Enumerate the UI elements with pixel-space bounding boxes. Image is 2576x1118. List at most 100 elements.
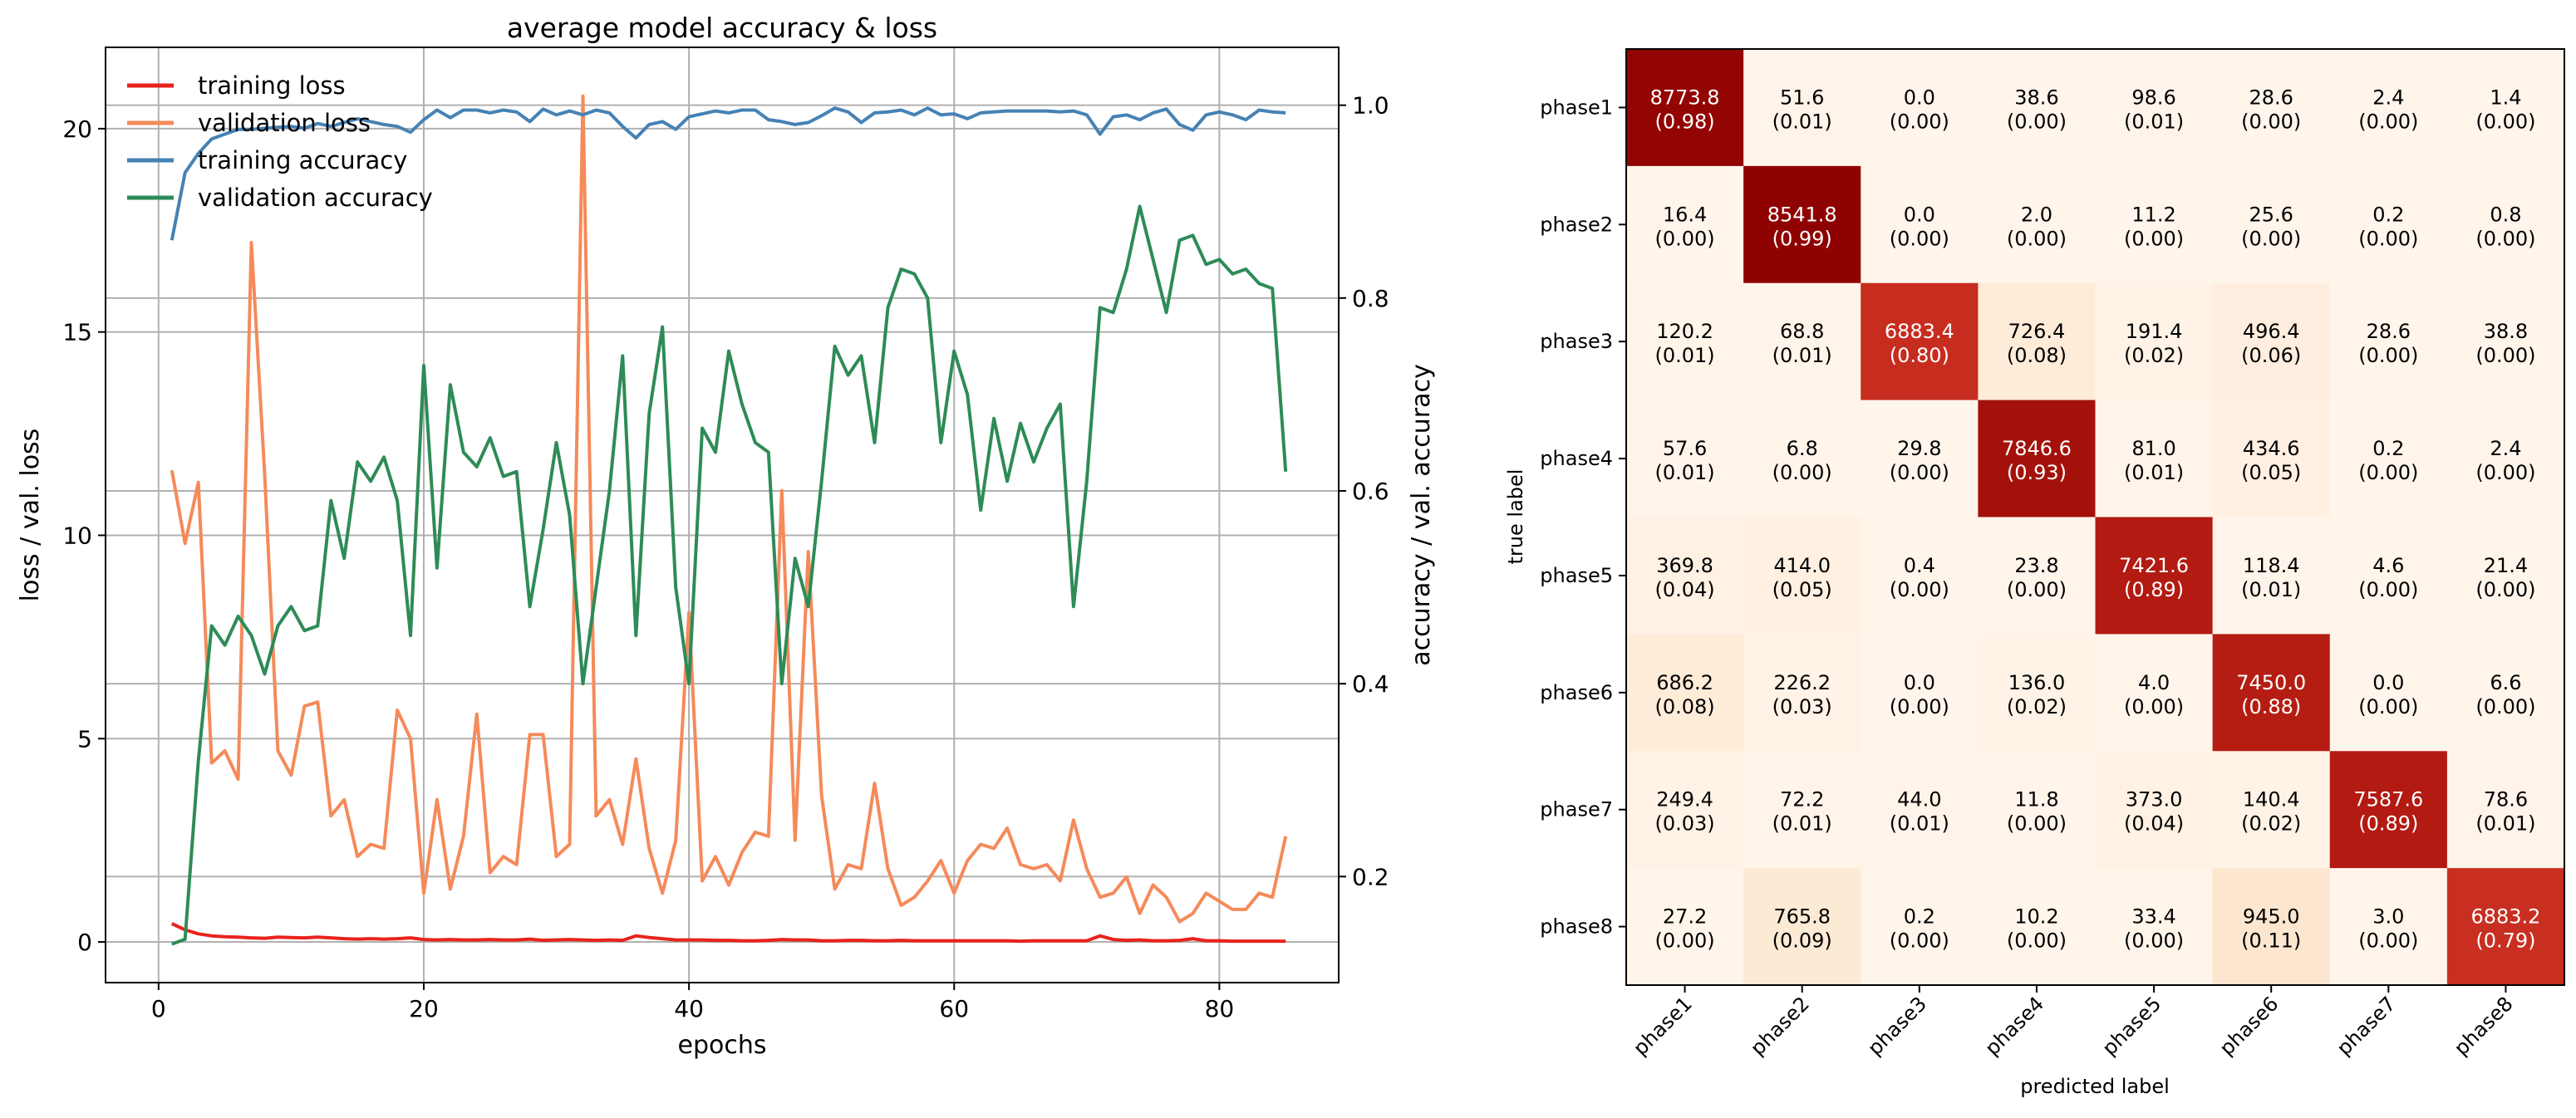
matrix-cell <box>2446 868 2565 986</box>
matrix-cell <box>2446 49 2565 167</box>
row-label: phase6 <box>1540 681 1613 704</box>
cell-count: 16.4 <box>1663 203 1707 226</box>
cell-fraction: (0.00) <box>1890 578 1949 601</box>
matrix-cell <box>2212 517 2331 635</box>
cell-count: 29.8 <box>1897 437 1941 460</box>
series-lines <box>170 94 1288 946</box>
matrix-cell <box>1978 868 2096 986</box>
cell-count: 414.0 <box>1773 554 1831 577</box>
cell-count: 57.6 <box>1663 437 1707 460</box>
cell-count: 6.6 <box>2490 671 2521 694</box>
cell-fraction: (0.02) <box>2007 695 2067 718</box>
x-tick-label: 60 <box>939 995 969 1022</box>
y-right-tick-label: 1.0 <box>1352 92 1389 120</box>
cell-count: 7450.0 <box>2236 671 2306 694</box>
matrix-cell <box>2095 751 2214 869</box>
cell-count: 369.8 <box>1656 554 1713 577</box>
matrix-cell <box>1978 517 2096 635</box>
cell-fraction: (0.89) <box>2358 812 2418 836</box>
cell-fraction: (0.98) <box>1654 110 1714 133</box>
cell-fraction: (0.00) <box>2358 344 2418 367</box>
matrix-cell <box>1978 165 2096 284</box>
cell-fraction: (0.00) <box>2007 929 2067 953</box>
cell-count: 0.2 <box>1904 905 1935 929</box>
matrix-cell <box>2446 400 2565 517</box>
matrix-cell <box>1978 400 2096 517</box>
cell-count: 0.2 <box>2372 437 2404 460</box>
cell-fraction: (0.00) <box>2124 227 2184 250</box>
cell-fraction: (0.05) <box>2241 461 2301 484</box>
cell-count: 140.4 <box>2243 788 2300 812</box>
matrix-cell <box>1626 165 1744 284</box>
x-tick-label: 40 <box>674 995 704 1022</box>
matrix-cell <box>1743 634 1861 752</box>
column-labels: phase1 phase2 phase3 phase4 phase5 phase6 phas… <box>1629 985 2518 1060</box>
cell-fraction: (0.00) <box>2007 812 2067 836</box>
matrix-cell <box>2095 49 2214 167</box>
y-left-tick-label: 10 <box>62 522 92 549</box>
matrix-cell <box>2212 400 2331 517</box>
cell-count: 38.8 <box>2484 320 2528 343</box>
cell-fraction: (0.01) <box>2124 110 2184 133</box>
cell-count: 38.6 <box>2014 86 2058 109</box>
matrix-cell <box>2446 634 2565 752</box>
matrix-cell <box>1743 49 1861 167</box>
series-line-training-loss <box>170 922 1286 944</box>
y-axis-right-ticks: 0.2 0.4 0.6 0.8 1.0 <box>1339 92 1389 890</box>
cell-count: 7421.6 <box>2119 554 2189 577</box>
matrix-cell <box>1743 517 1861 635</box>
cell-count: 28.6 <box>2367 320 2411 343</box>
series-line-training-accuracy <box>170 106 1286 241</box>
series-line-validation-accuracy <box>171 204 1288 946</box>
cell-count: 136.0 <box>2008 671 2066 694</box>
cell-fraction: (0.08) <box>2007 344 2067 367</box>
cell-count: 249.4 <box>1656 788 1713 812</box>
y-axis-right-label: accuracy / val. accuracy <box>1407 364 1436 665</box>
cell-count: 0.0 <box>1904 203 1935 226</box>
cell-fraction: (0.00) <box>1890 929 1949 953</box>
y-axis-left-label: loss / val. loss <box>16 429 45 602</box>
cell-count: 11.8 <box>2014 788 2058 812</box>
cell-fraction: (0.01) <box>1654 461 1714 484</box>
matrix-cell <box>2446 517 2565 635</box>
column-label: phase2 <box>1746 992 1814 1060</box>
series-line-validation-loss <box>170 94 1288 924</box>
column-label: phase8 <box>2450 992 2518 1060</box>
cell-count: 8541.8 <box>1767 203 1837 226</box>
matrix-cell <box>1626 517 1744 635</box>
cell-fraction: (0.00) <box>2475 110 2535 133</box>
y-right-tick-label: 0.2 <box>1352 863 1389 890</box>
y-right-tick-label: 0.6 <box>1352 478 1389 505</box>
row-label: phase5 <box>1540 564 1613 587</box>
legend: training loss validation loss training acc… <box>127 71 433 212</box>
matrix-cell <box>1626 282 1744 401</box>
cell-count: 2.0 <box>2021 203 2052 226</box>
matrix-cell <box>2329 517 2448 635</box>
matrix-cell <box>2329 282 2448 401</box>
column-label: phase7 <box>2333 992 2401 1060</box>
row-labels: phase1 phase2 phase3 phase4 phase5 phase6 phas… <box>1540 96 1626 939</box>
legend-label: training accuracy <box>198 146 407 174</box>
matrix-cell <box>2212 282 2331 401</box>
cell-count: 78.6 <box>2484 788 2528 812</box>
matrix-cell <box>1861 868 1979 986</box>
cell-fraction: (0.05) <box>1772 578 1832 601</box>
cell-fraction: (0.00) <box>1890 227 1949 250</box>
row-label: phase7 <box>1540 798 1613 821</box>
cell-count: 4.0 <box>2138 671 2170 694</box>
cell-fraction: (0.01) <box>1772 812 1832 836</box>
cell-fraction: (0.93) <box>2007 461 2067 484</box>
cell-count: 0.8 <box>2490 203 2521 226</box>
matrix-cell <box>2212 634 2331 752</box>
matrix-cell <box>1861 751 1979 869</box>
cell-fraction: (0.88) <box>2241 695 2301 718</box>
cell-fraction: (0.80) <box>1890 344 1949 367</box>
cell-count: 434.6 <box>2243 437 2300 460</box>
line-chart: average model accuracy & loss 0 20 40 60 80 … <box>16 12 1436 1060</box>
matrix-cell <box>2446 282 2565 401</box>
cell-count: 33.4 <box>2131 905 2175 929</box>
column-label: phase6 <box>2215 992 2283 1060</box>
matrix-cell <box>2446 165 2565 284</box>
matrix-cell <box>2212 868 2331 986</box>
cell-count: 6883.2 <box>2470 905 2540 929</box>
